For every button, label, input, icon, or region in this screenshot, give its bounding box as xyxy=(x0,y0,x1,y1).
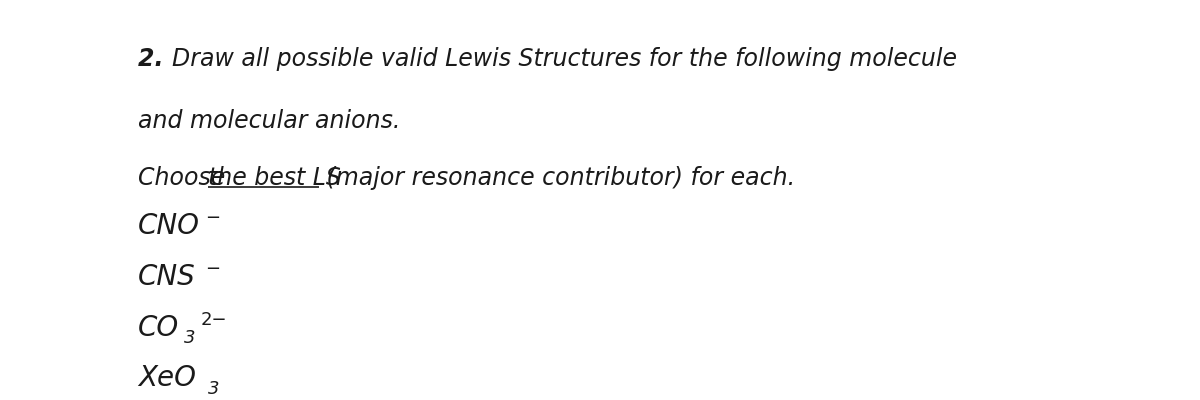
Text: −: − xyxy=(205,209,221,227)
Text: the best LS: the best LS xyxy=(208,166,341,190)
Text: and molecular anions.: and molecular anions. xyxy=(138,109,401,133)
Text: XeO: XeO xyxy=(138,364,196,392)
Text: 3: 3 xyxy=(208,380,220,398)
Text: Choose: Choose xyxy=(138,166,233,190)
Text: −: − xyxy=(205,260,221,278)
Text: (major resonance contributor) for each.: (major resonance contributor) for each. xyxy=(319,166,796,190)
Text: CNS: CNS xyxy=(138,263,196,291)
Text: Draw all possible valid Lewis Structures for the following molecule: Draw all possible valid Lewis Structures… xyxy=(172,47,956,71)
Text: 3: 3 xyxy=(184,329,196,347)
Text: 2−: 2− xyxy=(200,310,227,328)
Text: 2.: 2. xyxy=(138,47,172,71)
Text: CNO: CNO xyxy=(138,212,200,240)
Text: CO: CO xyxy=(138,314,179,342)
